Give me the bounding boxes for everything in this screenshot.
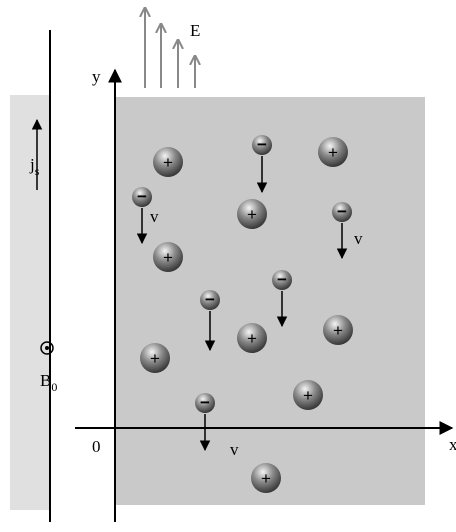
ion <box>323 315 353 345</box>
ion-sign: + <box>261 469 271 488</box>
ion <box>318 137 348 167</box>
ion <box>237 199 267 229</box>
electron-sign: − <box>337 202 347 221</box>
ion <box>293 380 323 410</box>
electron <box>252 135 272 155</box>
velocity-label: v <box>150 207 159 226</box>
electron <box>132 187 152 207</box>
electron-sign: − <box>200 393 210 412</box>
e-field-arrows <box>145 8 195 88</box>
ion-sign: + <box>247 205 257 224</box>
b-field-dot <box>45 346 49 350</box>
ion <box>153 242 183 272</box>
ion <box>140 343 170 373</box>
x-label: x <box>449 435 456 454</box>
ion-sign: + <box>163 248 173 267</box>
particles: +++++ ++++−−v −v−−−v <box>132 135 363 493</box>
ion-sign: + <box>303 386 313 405</box>
origin-label: 0 <box>92 437 101 456</box>
electron <box>200 290 220 310</box>
e-label: E <box>190 21 200 40</box>
ion <box>153 147 183 177</box>
electron <box>272 270 292 290</box>
b-field-symbol <box>40 341 54 355</box>
ion-sign: + <box>333 321 343 340</box>
electron <box>195 393 215 413</box>
b-label: B0 <box>40 371 57 394</box>
ion <box>251 463 281 493</box>
electron-sign: − <box>205 290 215 309</box>
ion-sign: + <box>328 143 338 162</box>
electron-sign: − <box>137 187 147 206</box>
velocity-label: v <box>354 229 363 248</box>
ion-sign: + <box>150 349 160 368</box>
conductor <box>10 95 50 510</box>
ion-sign: + <box>163 153 173 172</box>
ion <box>237 323 267 353</box>
y-label: y <box>92 67 101 86</box>
ion-sign: + <box>247 329 257 348</box>
electron <box>332 202 352 222</box>
electron-sign: − <box>257 135 267 154</box>
velocity-label: v <box>230 440 239 459</box>
electron-sign: − <box>277 270 287 289</box>
current-label: js <box>29 155 40 178</box>
